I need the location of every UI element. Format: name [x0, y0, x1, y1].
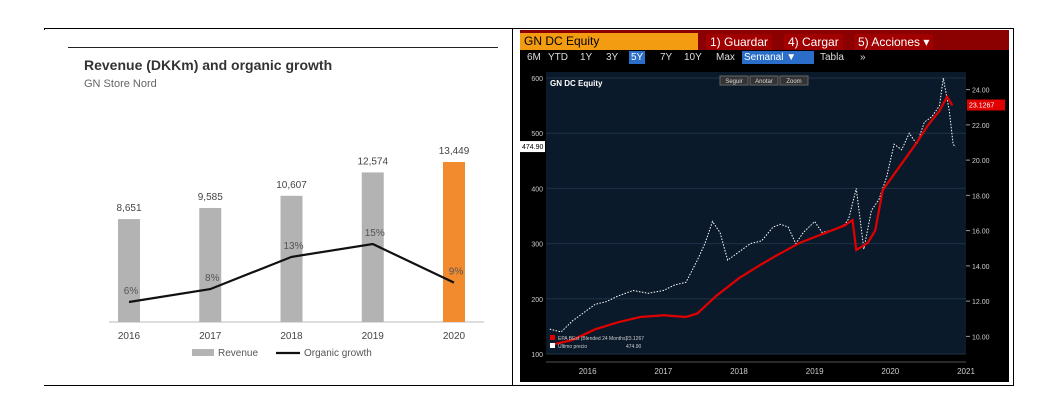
legend-label: Último precio — [558, 343, 587, 350]
x-axis-year-label: 2021 — [957, 367, 975, 376]
x-axis-year-label: 2017 — [654, 367, 672, 376]
legend-revenue-label: Revenue — [218, 348, 258, 359]
left-axis-tick: 400 — [531, 186, 543, 193]
year-tick-label: 2020 — [443, 331, 466, 342]
left-axis-tick: 200 — [531, 297, 543, 304]
year-tick-label: 2016 — [118, 331, 141, 342]
right-axis-tick: 12.00 — [972, 299, 990, 306]
organic-growth-line — [128, 242, 455, 304]
bloomberg-toolbar: GN DC Equity 1) Guardar 4) Cargar 5) Acc… — [520, 30, 1009, 50]
legend-swatch — [550, 343, 555, 348]
eps-last-value: 23.1267 — [969, 102, 994, 109]
ticker-field[interactable]: GN DC Equity — [520, 33, 698, 50]
left-axis-tick: 100 — [531, 352, 543, 359]
left-axis-tick: 300 — [531, 242, 543, 249]
period-7y[interactable]: 7Y — [660, 52, 673, 63]
load-button[interactable]: 4) Cargar — [784, 34, 843, 50]
left-axis-tick: 500 — [531, 131, 543, 138]
right-axis-tick: 18.00 — [972, 193, 990, 200]
legend-value: 474.90 — [626, 344, 642, 350]
period-max[interactable]: Max — [716, 52, 735, 63]
legend-label: EPA BEst (Blended 24 Months) — [558, 336, 627, 342]
revenue-value-label: 10,607 — [276, 180, 307, 191]
frame-bottom-line — [44, 385, 1014, 386]
right-axis-tick: 10.00 — [972, 334, 990, 341]
legend-value: 23.1267 — [626, 336, 644, 342]
chart-control-label: Anotar — [755, 79, 773, 85]
title-rule — [68, 47, 498, 48]
period-bar: 6M YTD 1Y 3Y 5Y 7Y 10Y Max Semanal ▼ Tab… — [520, 50, 1009, 64]
growth-value-label: 9% — [449, 267, 464, 278]
eps-line — [549, 94, 954, 347]
growth-value-label: 13% — [283, 241, 303, 252]
price-last-tag — [520, 141, 545, 153]
legend-revenue-swatch — [192, 349, 214, 356]
bb-chart-title: GN DC Equity — [550, 79, 603, 88]
period-ytd[interactable]: YTD — [548, 52, 568, 63]
legend-swatch — [550, 335, 555, 340]
year-tick-label: 2019 — [362, 331, 385, 342]
frequency-dropdown[interactable]: Semanal ▼ — [742, 51, 814, 64]
revenue-bar — [118, 219, 140, 322]
left-axis-tick: 600 — [531, 76, 543, 83]
period-1y[interactable]: 1Y — [580, 52, 593, 63]
right-axis-tick: 20.00 — [972, 158, 990, 165]
frame-top-line — [44, 28, 1014, 29]
revenue-bar — [199, 207, 222, 322]
revenue-chart: 8,651 2016 9,585 2017 10,607 2018 12,574 2019 13… — [109, 146, 484, 359]
right-axis-tick: 22.00 — [972, 123, 990, 130]
year-tick-label: 2017 — [199, 331, 222, 342]
chart-control-label: Zoom — [786, 79, 801, 85]
period-3y[interactable]: 3Y — [606, 52, 619, 63]
revenue-value-label: 13,449 — [439, 146, 470, 157]
revenue-chart-subtitle: GN Store Nord — [84, 78, 157, 90]
frame-right-line — [1013, 28, 1014, 386]
chart-control-button — [719, 75, 749, 86]
revenue-panel: Revenue (DKKm) and organic growth GN Sto… — [44, 30, 510, 385]
period-6m[interactable]: 6M — [527, 52, 541, 63]
more-button[interactable]: » — [860, 52, 866, 63]
plot-area — [546, 72, 966, 354]
price-line — [549, 77, 956, 333]
legend-growth-label: Organic growth — [304, 348, 372, 359]
revenue-value-label: 12,574 — [357, 156, 388, 167]
chart-control-button — [749, 75, 779, 86]
period-10y[interactable]: 10Y — [684, 52, 702, 63]
revenue-bar — [443, 162, 465, 322]
revenue-chart-title: Revenue (DKKm) and organic growth — [84, 57, 333, 73]
bloomberg-panel: GN DC Equity 1) Guardar 4) Cargar 5) Acc… — [520, 30, 1009, 382]
revenue-value-label: 8,651 — [116, 203, 141, 214]
right-axis-tick: 14.00 — [972, 264, 990, 271]
growth-value-label: 6% — [124, 286, 139, 297]
table-tab[interactable]: Tabla — [820, 52, 844, 63]
frame-mid-line — [512, 28, 513, 386]
growth-value-label: 15% — [365, 228, 385, 239]
price-last-value: 474.90 — [522, 144, 544, 151]
revenue-value-label: 9,585 — [198, 192, 223, 203]
x-axis-year-label: 2019 — [806, 367, 824, 376]
chart-control-label: Seguir — [725, 79, 742, 85]
save-button[interactable]: 1) Guardar — [706, 34, 773, 50]
growth-value-label: 8% — [205, 273, 220, 284]
year-tick-label: 2018 — [280, 331, 303, 342]
price-chart: 100 200 300 400 500 600 10.00 12.00 14.00 16.00 18… — [520, 64, 1009, 382]
right-axis-tick: 16.00 — [972, 229, 990, 236]
period-5y[interactable]: 5Y — [629, 51, 646, 64]
eps-last-tag — [967, 99, 1005, 111]
right-axis-tick: 24.00 — [972, 88, 990, 95]
chart-control-button — [779, 75, 809, 86]
x-axis-year-label: 2020 — [881, 367, 899, 376]
x-axis-year-label: 2016 — [579, 367, 597, 376]
actions-button[interactable]: 5) Acciones ▾ — [854, 34, 934, 50]
revenue-bar — [361, 172, 384, 322]
x-axis-year-label: 2018 — [730, 367, 748, 376]
revenue-bar — [280, 195, 303, 322]
